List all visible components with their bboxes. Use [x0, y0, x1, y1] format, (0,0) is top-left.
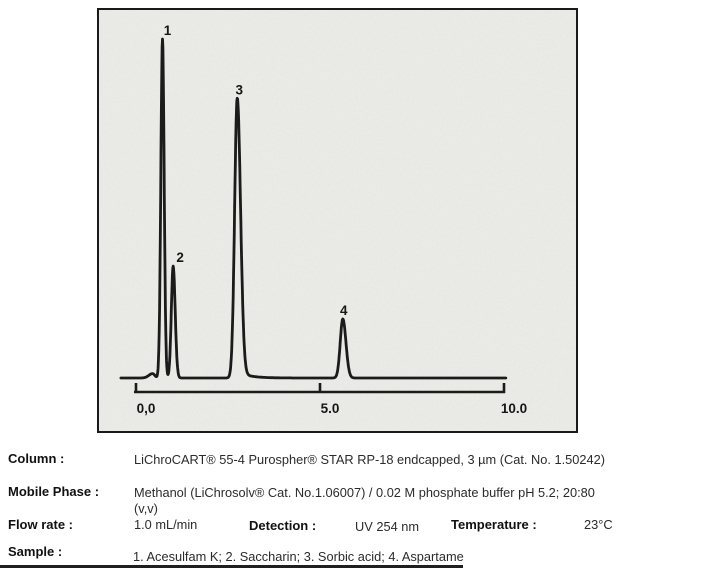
sample-label: Sample :	[8, 544, 63, 559]
peak-label-4: 4	[340, 303, 348, 318]
column-value: LiChroCART® 55-4 Purospher® STAR RP-18 e…	[134, 452, 606, 467]
chromatogram-trace	[119, 37, 508, 380]
peak-label-1: 1	[164, 23, 172, 38]
x-axis-tick-label: 5.0	[321, 401, 340, 416]
sample-value: 1. Acesulfam K; 2. Saccharin; 3. Sorbic …	[133, 549, 464, 564]
peak-label-2: 2	[176, 250, 184, 265]
flow-rate-value: 1.0 mL/min	[134, 517, 198, 532]
column-label: Column :	[8, 451, 65, 466]
temperature-label: Temperature :	[451, 517, 537, 532]
flow-rate-label: Flow rate :	[8, 517, 74, 532]
mobile-phase-value-line2: (v,v)	[134, 501, 158, 516]
mobile-phase-value-line1: Methanol (LiChrosolv® Cat. No.1.06007) /…	[134, 485, 595, 500]
chromatogram-plot: 0,0 5.0 10.0 1 2 3 4	[99, 10, 576, 431]
peak-label-3: 3	[235, 82, 243, 97]
chromatogram-figure: 0,0 5.0 10.0 1 2 3 4	[97, 8, 578, 433]
mobile-phase-label: Mobile Phase :	[8, 484, 100, 499]
x-axis-tick-label: 0,0	[137, 401, 156, 416]
x-axis-tick-label: 10.0	[501, 401, 527, 416]
detection-label: Detection :	[249, 518, 317, 533]
bottom-divider	[0, 565, 463, 568]
temperature-value: 23°C	[584, 517, 613, 532]
detection-value: UV 254 nm	[355, 519, 420, 534]
